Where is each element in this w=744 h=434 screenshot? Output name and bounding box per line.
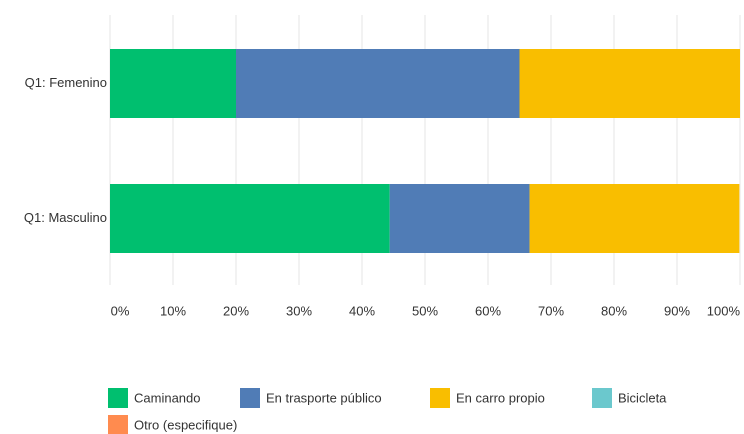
legend-swatch — [592, 388, 612, 408]
y-tick-label: Q1: Masculino — [24, 210, 107, 225]
legend-swatch — [240, 388, 260, 408]
legend-swatch — [108, 415, 128, 434]
x-tick-label: 40% — [349, 303, 375, 318]
x-tick-label: 10% — [160, 303, 186, 318]
legend-label: En carro propio — [456, 390, 545, 405]
y-tick-label: Q1: Femenino — [25, 75, 107, 90]
legend-swatch — [430, 388, 450, 408]
bar-segment — [389, 184, 530, 253]
bar-segment — [519, 49, 740, 118]
x-tick-label: 30% — [286, 303, 312, 318]
x-tick-label: 90% — [664, 303, 690, 318]
legend-swatch — [108, 388, 128, 408]
legend-label: Caminando — [134, 390, 201, 405]
legend-label: En trasporte público — [266, 390, 382, 405]
x-tick-label: 50% — [412, 303, 438, 318]
x-tick-label: 60% — [475, 303, 501, 318]
bar-segment — [110, 49, 236, 118]
legend-label: Otro (especifique) — [134, 417, 237, 432]
x-tick-label: 20% — [223, 303, 249, 318]
bar-segment — [529, 184, 740, 253]
x-tick-label: 70% — [538, 303, 564, 318]
legend-label: Bicicleta — [618, 390, 667, 405]
bar-segment — [236, 49, 520, 118]
x-tick-label: 0% — [111, 303, 130, 318]
x-tick-label: 80% — [601, 303, 627, 318]
x-tick-label: 100% — [707, 303, 741, 318]
bar-segment — [110, 184, 390, 253]
